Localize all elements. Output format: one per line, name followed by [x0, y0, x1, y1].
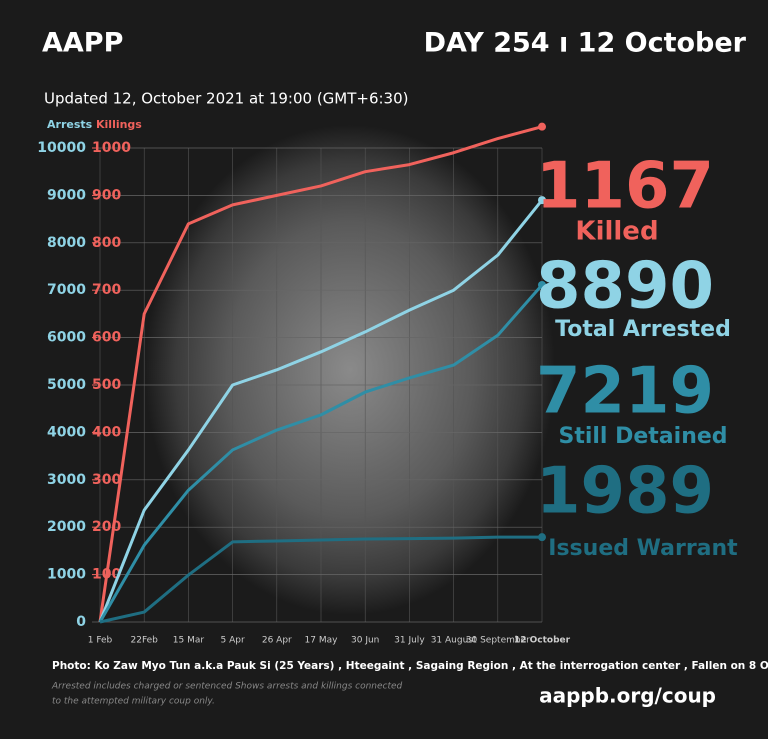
y2-tick-label: 900: [92, 187, 121, 203]
y-tick-label: 4000: [47, 424, 86, 440]
url[interactable]: aappb.org/coup: [539, 684, 716, 708]
y-tick-label: 7000: [47, 282, 86, 298]
stat-value: 8890: [536, 250, 714, 324]
note: Arrested includes charged or sentenced S…: [51, 682, 403, 692]
x-tick-label: 30 Jun: [351, 636, 379, 646]
end-point: [538, 280, 546, 289]
y-tick-label: 1000: [47, 567, 86, 583]
y2-axis-label: Killings: [96, 118, 142, 131]
photo: [145, 125, 555, 615]
series-line: [99, 535, 542, 624]
stat-value: 7219: [536, 355, 714, 429]
y2-tick-label: 300: [92, 472, 121, 488]
y-tick-label: 6000: [47, 330, 86, 346]
x-tick-label: 22Feb: [131, 636, 159, 646]
stat-value: 1989: [536, 455, 714, 529]
y-tick-label: 3000: [47, 472, 86, 488]
y2-tick-label: 200: [92, 519, 121, 535]
x-tick-label: 31 August: [431, 636, 477, 646]
y-tick-label: 2000: [47, 519, 86, 535]
end-point: [538, 196, 546, 205]
end-point: [538, 533, 546, 542]
x-tick-label: 1 Feb: [88, 636, 113, 646]
y2-tick-label: 400: [92, 424, 121, 440]
end-point: [538, 122, 546, 131]
photo-caption: Photo: Ko Zaw Myo Tun a.k.a Pauk Si (25 …: [52, 660, 768, 672]
x-tick-label: 26 Apr: [262, 636, 292, 646]
y-tick-label: 9000: [47, 187, 86, 203]
x-tick-label: 15 Mar: [173, 636, 205, 646]
series-line: [98, 199, 544, 623]
note: to the attempted military coup only.: [52, 697, 215, 707]
title: AAPP: [42, 28, 123, 59]
y-tick-label: 8000: [47, 235, 86, 251]
y-tick-label: 5000: [47, 377, 86, 393]
y-tick-label: 0: [76, 614, 86, 630]
y2-tick-label: 500: [92, 377, 121, 393]
x-tick-label: 12 October: [514, 636, 571, 646]
stat-label: Total Arrested: [555, 317, 731, 342]
y2-tick-label: 800: [92, 235, 121, 251]
subtitle: DAY 254 ı 12 October: [424, 28, 747, 59]
series-line: [98, 125, 543, 623]
y2-tick-label: 1000: [92, 140, 131, 156]
stat-label: Killed: [575, 217, 658, 247]
y-tick-label: 10000: [37, 140, 86, 156]
x-tick-label: 5 Apr: [221, 636, 245, 646]
stat-value: 1167: [536, 150, 714, 224]
stat-label: Still Detained: [558, 424, 727, 449]
updated: Updated 12, October 2021 at 19:00 (GMT+6…: [44, 90, 409, 108]
y-axis-label: Arrests: [47, 118, 93, 131]
x-tick-label: 31 July: [394, 636, 425, 646]
stat-label: Issued Warrant: [548, 536, 738, 561]
y2-tick-label: 700: [92, 282, 121, 298]
series-line: [98, 283, 544, 623]
x-tick-label: 17 May: [305, 636, 339, 646]
x-tick-label: 30 September: [466, 636, 530, 646]
y2-tick-label: 600: [92, 330, 121, 346]
